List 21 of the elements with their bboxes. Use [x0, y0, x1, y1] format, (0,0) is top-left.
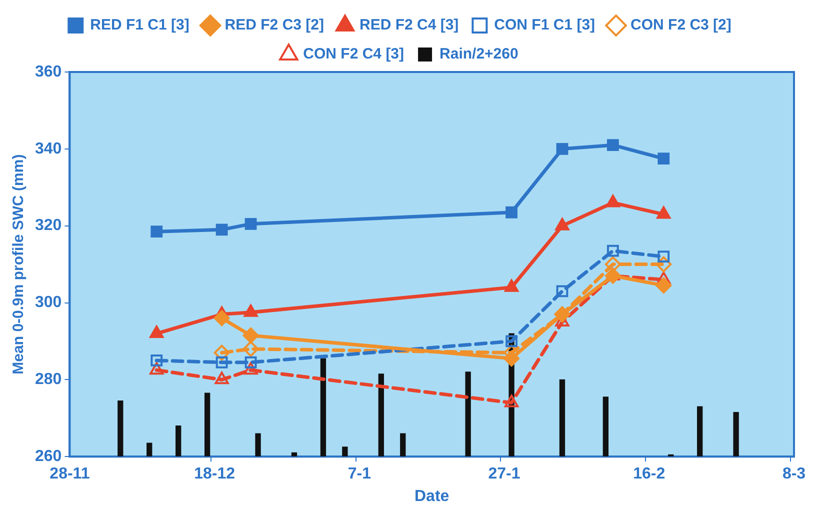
y-tick-label: 320: [34, 217, 62, 234]
y-axis-title: Mean 0-0.9m profile SWC (mm): [10, 154, 28, 374]
y-tick-label: 340: [34, 140, 62, 158]
legend-label: Rain/2+260: [440, 46, 518, 63]
x-tick-label: 18-12: [194, 466, 236, 483]
legend-label: RED F2 C3 [2]: [224, 16, 324, 34]
legend-label: CON F2 C4 [3]: [303, 46, 404, 63]
x-tick-label: 27-1: [488, 466, 520, 483]
x-tick-label: 7-1: [348, 466, 372, 483]
legend-label: CON F2 C3 [2]: [630, 16, 732, 34]
y-tick-label: 260: [34, 448, 62, 466]
legend-label: CON F1 C1 [3]: [494, 16, 596, 34]
y-tick-label: 360: [34, 63, 62, 80]
legend-label: RED F1 C1 [3]: [90, 16, 190, 34]
x-tick-label: 8-3: [782, 466, 806, 483]
x-tick-label: 28-11: [50, 466, 90, 483]
legend-label: RED F2 C4 [3]: [359, 16, 459, 34]
x-tick-label: 16-2: [633, 466, 666, 483]
y-tick-label: 300: [34, 294, 62, 312]
y-tick-label: 280: [34, 371, 62, 388]
x-axis-title: Date: [414, 488, 450, 505]
